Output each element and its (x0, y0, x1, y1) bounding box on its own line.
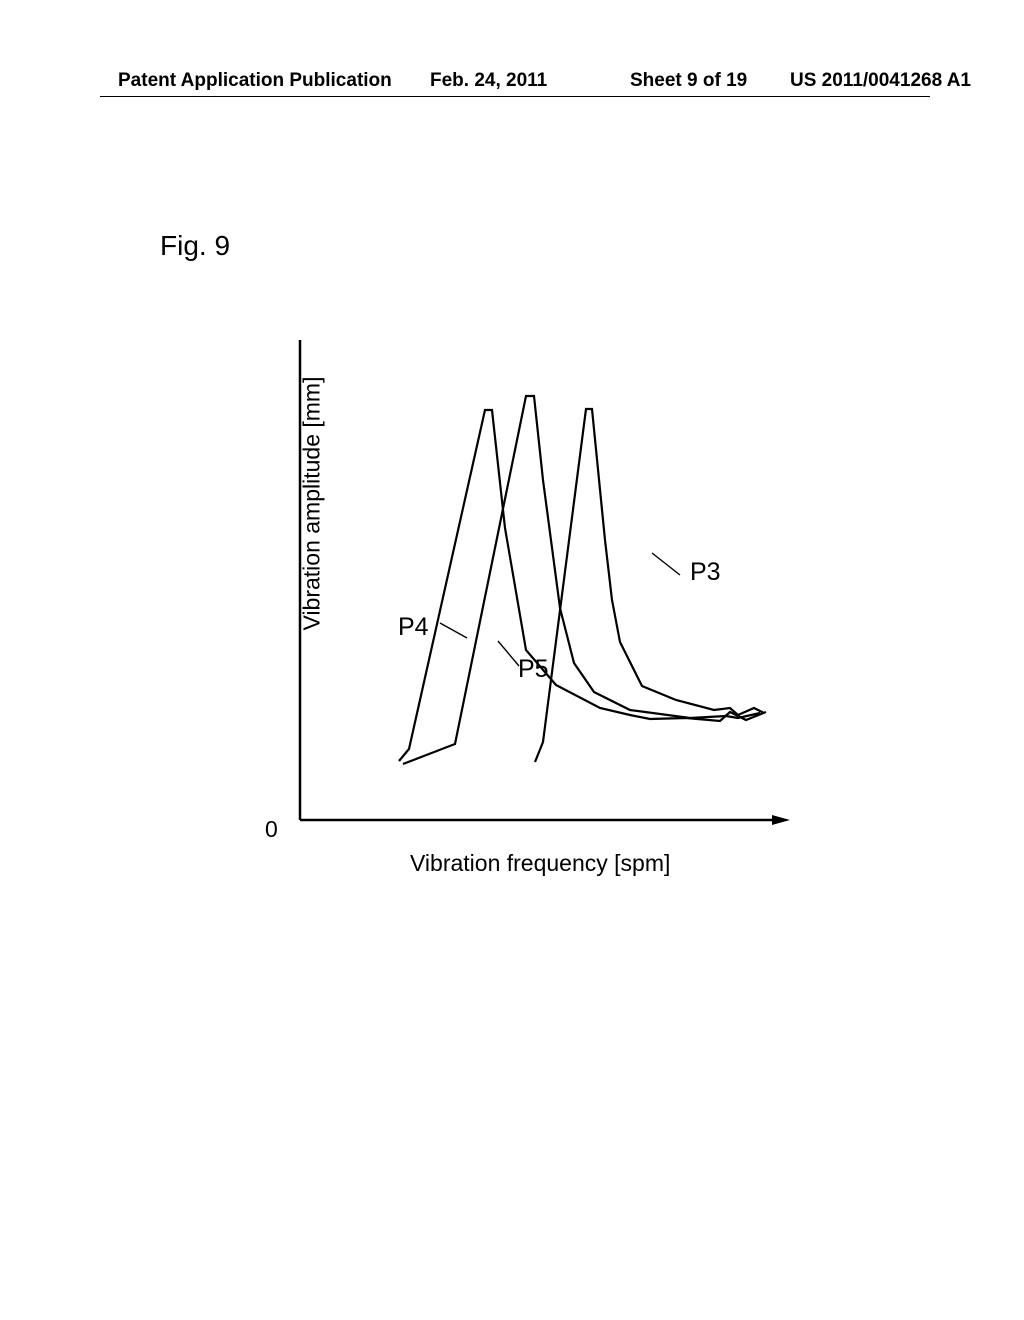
leader-P5 (498, 641, 519, 666)
leader-P3 (652, 553, 680, 575)
header-pubno: US 2011/0041268 A1 (790, 70, 971, 92)
resonance-chart (260, 330, 820, 870)
header-divider (100, 96, 930, 97)
header-publication: Patent Application Publication (118, 70, 392, 92)
x-axis-arrowhead (772, 815, 790, 825)
figure-number-label: Fig. 9 (160, 230, 230, 262)
leader-P4 (440, 623, 467, 638)
header-sheet: Sheet 9 of 19 (630, 70, 747, 92)
header-date: Feb. 24, 2011 (430, 70, 547, 92)
chart-container (260, 330, 820, 870)
patent-page: Patent Application Publication Feb. 24, … (0, 0, 1024, 1320)
curve-P3 (535, 409, 764, 762)
